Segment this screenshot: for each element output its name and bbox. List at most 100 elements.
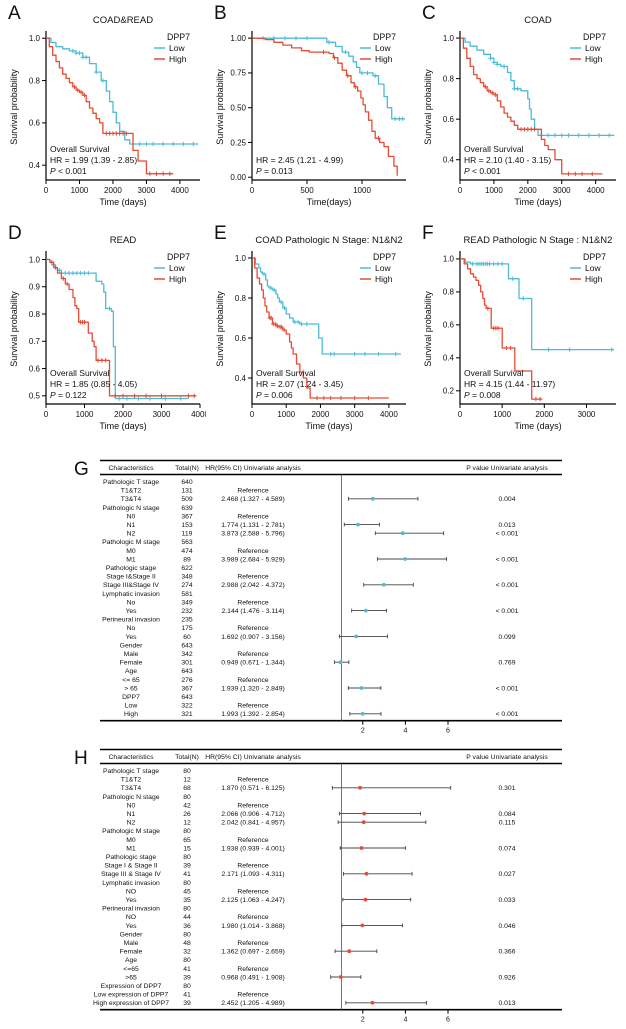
forest-plot-univariate-read: Characteristics Total(N) HR(95% CI) Univar… <box>93 748 562 1024</box>
panel-h-letter: H <box>74 748 88 769</box>
row-hr-ci: 2.042 (0.841 - 4.957) <box>221 820 284 827</box>
row-hr-ci: Reference <box>237 574 269 581</box>
km-axes: 0.4 0.6 0.8 1.0 0 1000 2000 3000 4000 <box>29 31 200 195</box>
row-characteristic: > 65 <box>124 685 138 692</box>
hr-point <box>370 1000 375 1005</box>
x-tick-label: 2000 <box>114 410 132 419</box>
row-total: 474 <box>181 548 193 555</box>
y-tick-label: 0.4 <box>235 374 247 383</box>
y-tick-label: 0.8 <box>443 288 455 297</box>
row-hr-ci: Reference <box>237 888 269 895</box>
legend-item-label: Low <box>169 263 185 273</box>
row-characteristic: Perineural invasion <box>102 906 160 913</box>
row-characteristic: <=65 <box>123 966 139 973</box>
row-total: 80 <box>183 931 191 938</box>
legend-title: DPP7 <box>583 32 606 42</box>
row-characteristic: Perineural invasion <box>102 617 160 624</box>
row-characteristic: Pathologic stage <box>106 565 156 572</box>
km-series-low <box>460 37 615 138</box>
y-tick-label: 0.2 <box>443 387 455 396</box>
y-tick-label: 0.50 <box>230 103 246 112</box>
row-hr-ci: 2.452 (1.205 - 4.989) <box>221 1000 284 1007</box>
x-tick-label: 2000 <box>104 186 122 195</box>
row-hr-ci: Reference <box>237 651 269 658</box>
x-tick-label: 2000 <box>312 410 330 419</box>
panel-c: C 0.4 0.6 0.8 1.0 0 1000 2000 3000 4000 COAD Time … <box>420 4 622 222</box>
km-series-high <box>460 258 543 402</box>
km-axes: 0.00 0.25 0.50 0.75 1.00 0 500 1000 <box>230 31 406 195</box>
annotation-line: P = 0.013 <box>256 166 293 176</box>
hr-point <box>381 582 386 587</box>
row-hr-ci: Reference <box>237 914 269 921</box>
row-characteristic: No <box>127 599 136 606</box>
legend-title: DPP7 <box>583 252 606 262</box>
row-characteristic: Gender <box>120 931 143 938</box>
col-header-characteristics: Characteristics <box>109 754 155 761</box>
row-characteristic: N0 <box>127 802 136 809</box>
row-hr-ci: 2.144 (1.476 - 3.114) <box>222 608 285 615</box>
row-characteristic: Lymphatic invasion <box>102 880 160 887</box>
legend-item-label: High <box>375 54 393 64</box>
x-tick-label: 3000 <box>578 410 596 419</box>
row-characteristic: Pathologic stage <box>106 854 156 861</box>
row-total: 301 <box>181 660 193 667</box>
row-characteristic: Male <box>124 651 139 658</box>
row-hr-ci: 1.870 (0.571 - 6.125) <box>221 785 284 792</box>
row-total: 643 <box>181 668 193 675</box>
legend-item-label: Low <box>169 43 185 53</box>
y-tick-label: 0.8 <box>29 76 41 85</box>
x-tick-label: 3000 <box>346 410 364 419</box>
panel-d: D 0.5 0.6 0.7 0.8 0.9 1.0 0 1000 2000 3000 4000 REA… <box>6 224 206 446</box>
legend-item-label: High <box>375 274 393 284</box>
y-tick-label: 0.7 <box>29 337 41 346</box>
row-total: 48 <box>183 940 191 947</box>
legend-item-label: High <box>169 274 187 284</box>
y-tick-label: 0.6 <box>29 119 41 128</box>
row-hr-ci: Reference <box>237 940 269 947</box>
annotation-line: P = 0.006 <box>256 390 293 400</box>
row-total: 41 <box>183 992 191 999</box>
row-total: 131 <box>181 488 193 495</box>
x-tick-label: 1000 <box>353 186 371 195</box>
forest-plot-area: 2 4 6 <box>330 763 452 1024</box>
km-series-low <box>460 258 614 352</box>
legend-title: DPP7 <box>373 32 396 42</box>
hr-point <box>370 496 375 501</box>
row-characteristic: Yes <box>125 897 137 904</box>
x-tick-label: 1000 <box>277 410 295 419</box>
row-total: 235 <box>181 617 193 624</box>
annotation-line: Overall Survival <box>256 368 316 378</box>
row-hr-ci: Reference <box>237 802 269 809</box>
row-total: 39 <box>183 1000 191 1007</box>
row-characteristic: Female <box>120 660 143 667</box>
km-series-low <box>252 257 401 357</box>
panel-a: A 0.4 0.6 0.8 1.0 0 1000 2000 3000 4000 COAD&READ… <box>6 4 206 222</box>
row-characteristic: Low <box>125 703 138 710</box>
row-hr-ci: Reference <box>237 488 269 495</box>
row-total: 80 <box>183 828 191 835</box>
km-series-high <box>46 37 174 176</box>
row-total: 153 <box>181 522 193 529</box>
km-chart-coad: 0.4 0.6 0.8 1.0 0 1000 2000 3000 4000 COAD Time (d… <box>423 15 616 207</box>
legend-title: DPP7 <box>167 32 190 42</box>
row-characteristic: M1 <box>126 556 136 563</box>
row-characteristic: M0 <box>126 837 136 844</box>
row-characteristic: Pathologic M stage <box>102 828 160 835</box>
row-total: 32 <box>183 949 191 956</box>
row-total: 643 <box>181 642 193 649</box>
row-total: 68 <box>183 785 191 792</box>
row-total: 563 <box>181 539 193 546</box>
row-hr-ci: 1.993 (1.392 - 2.854) <box>221 711 284 718</box>
row-characteristic: Pathologic N stage <box>102 505 159 512</box>
km-chart-coad-n-stage: 0.4 0.6 0.8 1.0 0 1000 2000 3000 4000 COAD Pathol… <box>215 235 406 431</box>
row-total: 367 <box>181 513 193 520</box>
row-hr-ci: 0.949 (0.671 - 1.344) <box>221 660 284 667</box>
annotation-line: Overall Survival <box>464 144 524 154</box>
forest-axis-tick: 2 <box>361 728 365 735</box>
row-pvalue: 0.013 <box>498 1000 515 1007</box>
y-tick-label: 0.4 <box>443 156 455 165</box>
